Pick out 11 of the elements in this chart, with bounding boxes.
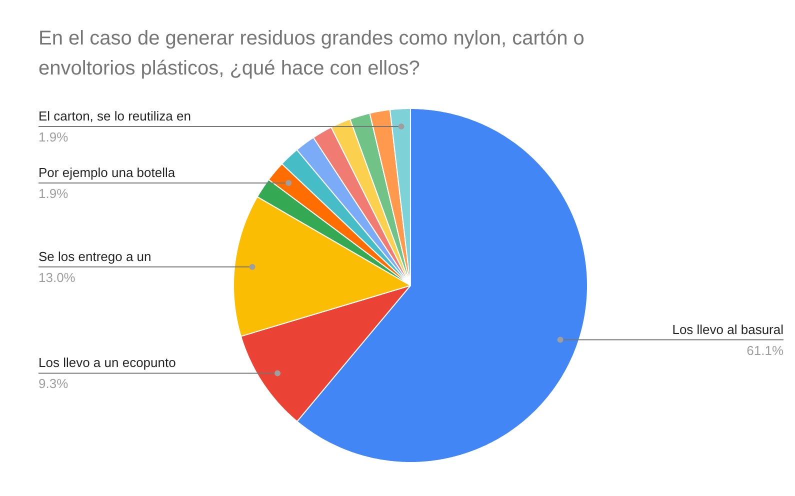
data-label: 1.9% [38, 186, 69, 201]
data-label: 61.1% [746, 342, 784, 358]
data-label: 13.0% [38, 270, 76, 285]
data-label: 9.3% [38, 376, 69, 392]
slice-label: Se los entrego a un [38, 248, 152, 264]
data-label: 1.9% [38, 129, 69, 144]
slice-label: Los llevo a un ecopunto [38, 355, 176, 370]
slice-label: Los llevo al basural [672, 322, 784, 337]
slice-label: El carton, se lo reutiliza en [38, 108, 191, 124]
slice-label: Por ejemplo una botella [38, 164, 176, 180]
chart-title: En el caso de generar residuos grandes como nylon, cartón o envoltorios plásticos, ¿qué hace con ellos? [38, 28, 584, 80]
